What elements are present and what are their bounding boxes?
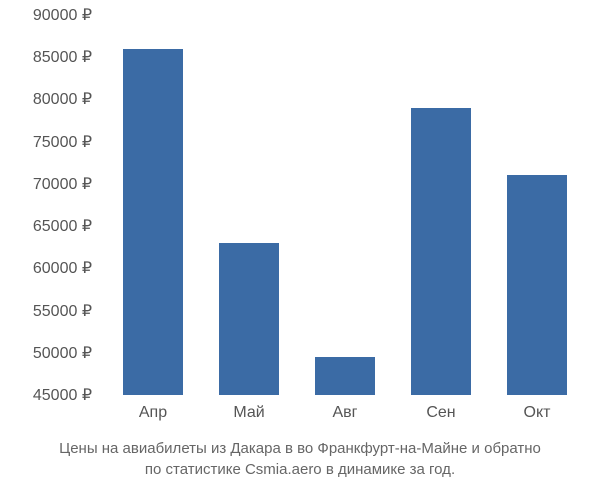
- y-tick-label: 50000 ₽: [33, 343, 92, 363]
- y-tick-label: 75000 ₽: [33, 132, 92, 152]
- bar: [123, 49, 183, 395]
- y-axis: 45000 ₽50000 ₽55000 ₽60000 ₽65000 ₽70000…: [0, 15, 100, 395]
- y-tick-label: 85000 ₽: [33, 47, 92, 67]
- price-bar-chart: 45000 ₽ 50000 ₽ 55000 ₽ 60000 ₽ 65000 ₽ 70000…: [0, 0, 600, 500]
- y-tick-label: 45000 ₽: [33, 385, 92, 405]
- plot-area: [105, 15, 585, 395]
- y-tick-label: 70000 ₽: [33, 174, 92, 194]
- x-tick-label: Сен: [426, 404, 455, 422]
- chart-caption: Цены на авиабилеты из Дакара в во Франкф…: [0, 438, 600, 480]
- x-tick-label: Авг: [332, 404, 357, 422]
- x-tick-label: Май: [233, 404, 264, 422]
- y-tick-label: 90000 ₽: [33, 5, 92, 25]
- bar: [507, 175, 567, 395]
- y-tick-label: 65000 ₽: [33, 216, 92, 236]
- x-tick-label: Окт: [524, 404, 551, 422]
- y-tick-label: 60000 ₽: [33, 258, 92, 278]
- bar: [315, 357, 375, 395]
- y-tick-label: 55000 ₽: [33, 301, 92, 321]
- y-tick-label: 80000 ₽: [33, 89, 92, 109]
- caption-line-1: Цены на авиабилеты из Дакара в во Франкф…: [0, 438, 600, 459]
- x-tick-label: Апр: [139, 404, 167, 422]
- bar: [411, 108, 471, 395]
- caption-line-2: по статистике Csmia.aero в динамике за г…: [0, 459, 600, 480]
- bar: [219, 243, 279, 395]
- x-axis: Апр Май Авг Сен Окт: [105, 400, 585, 430]
